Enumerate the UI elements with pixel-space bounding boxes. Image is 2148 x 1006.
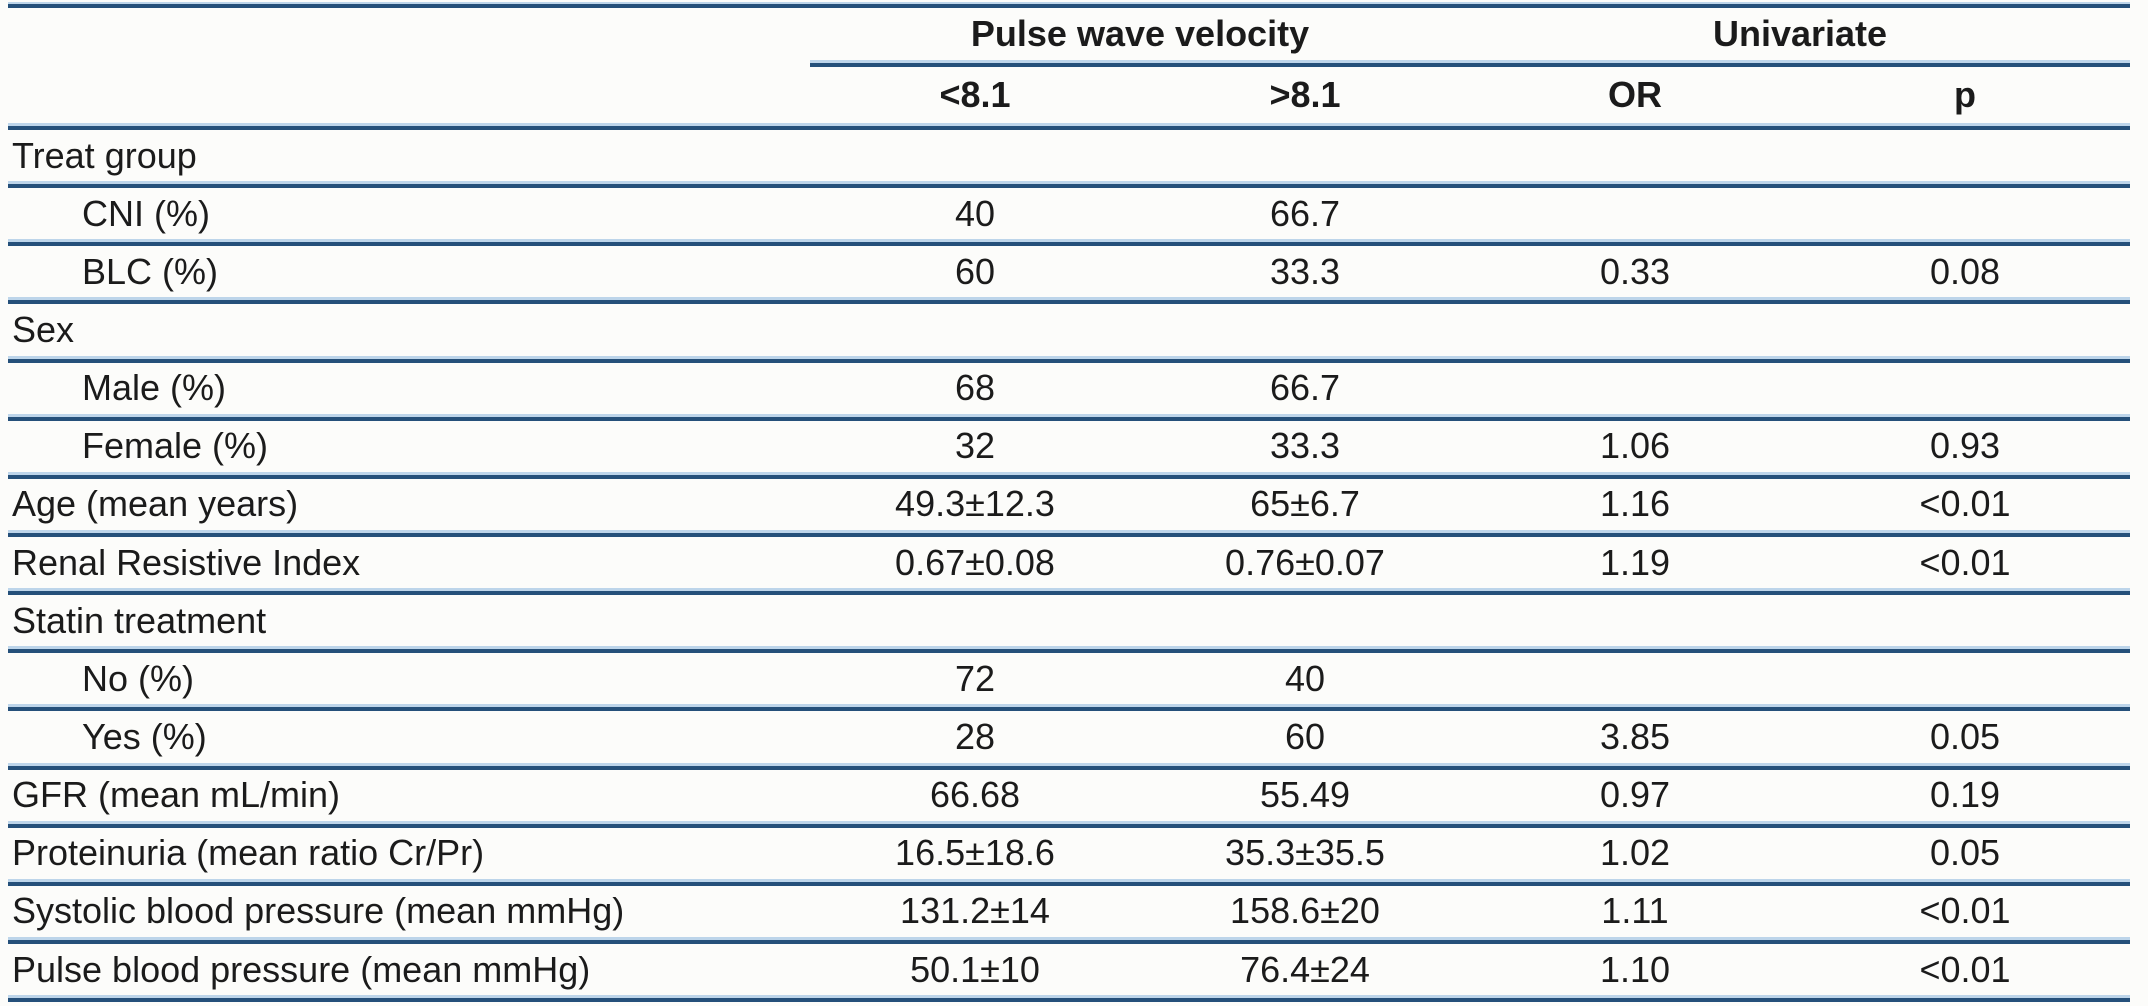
cell-pwv-gt81: 66.7 [1269,192,1341,234]
group-header-pulse-wave-velocity: Pulse wave velocity [970,13,1310,54]
group-header-underline [810,60,2130,67]
row-divider [8,936,2130,944]
row-label: Yes (%) [82,715,207,757]
row-divider [8,355,2130,363]
table-row-cni: CNI (%) 40 66.7 [0,188,2148,239]
row-label: Renal Resistive Index [12,541,361,583]
row-divider [8,239,2130,247]
cell-p: 0.93 [1929,425,2001,467]
row-divider [8,646,2130,654]
table-row-gfr: GFR (mean mL/min) 66.68 55.49 0.97 0.19 [0,770,2148,821]
row-divider [8,181,2130,189]
table-bottom-border [8,995,2130,1003]
row-divider [8,588,2130,596]
header-divider [8,123,2130,130]
row-label: GFR (mean mL/min) [12,774,341,816]
cell-p: 0.19 [1929,774,2001,816]
cell-pwv-gt81: 0.76±0.07 [1225,541,1385,583]
table-top-border [8,2,2130,8]
table-row-statin-yes: Yes (%) 28 60 3.85 0.05 [0,711,2148,762]
row-label: Proteinuria (mean ratio Cr/Pr) [12,832,485,874]
table-row-statin-treatment: Statin treatment [0,595,2148,646]
cell-pwv-gt81: 55.49 [1259,774,1351,816]
col-header-lt-8-1: <8.1 [939,74,1011,115]
cell-or: 0.97 [1599,774,1671,816]
table-row-statin-no: No (%) 72 40 [0,653,2148,704]
cell-pwv-lt81: 0.67±0.08 [895,541,1055,583]
cell-p: <0.01 [1919,948,2011,990]
table-row-age: Age (mean years) 49.3±12.3 65±6.7 1.16 <… [0,479,2148,530]
row-label: Male (%) [82,367,227,409]
cell-p: <0.01 [1919,483,2011,525]
row-label: Pulse blood pressure (mean mmHg) [12,948,591,990]
table-row-renal-resistive-index: Renal Resistive Index 0.67±0.08 0.76±0.0… [0,537,2148,588]
cell-pwv-lt81: 50.1±10 [910,948,1040,990]
group-header-univariate: Univariate [1712,13,1888,54]
cell-pwv-gt81: 66.7 [1269,367,1341,409]
row-label: No (%) [82,657,195,699]
cell-p: 0.05 [1929,715,2001,757]
table-row-systolic-bp: Systolic blood pressure (mean mmHg) 131.… [0,886,2148,937]
cell-or: 1.19 [1599,541,1671,583]
table-row-female: Female (%) 32 33.3 1.06 0.93 [0,421,2148,472]
cell-pwv-gt81: 65±6.7 [1250,483,1360,525]
cell-or: 0.33 [1599,250,1671,292]
cell-p: 0.08 [1929,250,2001,292]
row-label: Statin treatment [12,599,267,641]
cell-pwv-gt81: 40 [1284,657,1326,699]
table-row-blc: BLC (%) 60 33.3 0.33 0.08 [0,246,2148,297]
cell-pwv-gt81: 158.6±20 [1230,890,1380,932]
cell-pwv-lt81: 40 [954,192,996,234]
row-divider [8,413,2130,421]
column-header-row: <8.1 >8.1 OR p [0,67,2148,123]
cell-pwv-lt81: 131.2±14 [900,890,1050,932]
cell-p: <0.01 [1919,890,2011,932]
cell-p: 0.05 [1929,832,2001,874]
table-row-proteinuria: Proteinuria (mean ratio Cr/Pr) 16.5±18.6… [0,828,2148,879]
cell-pwv-gt81: 33.3 [1269,425,1341,467]
row-label: Treat group [12,134,197,176]
row-divider [8,704,2130,712]
cell-pwv-lt81: 72 [954,657,996,699]
row-label: BLC (%) [82,250,219,292]
col-header-gt-8-1: >8.1 [1269,74,1341,115]
cell-pwv-lt81: 16.5±18.6 [895,832,1055,874]
col-header-p: p [1954,74,1976,115]
table-row-male: Male (%) 68 66.7 [0,363,2148,414]
cell-or: 1.06 [1599,425,1671,467]
row-divider [8,297,2130,305]
cell-pwv-lt81: 32 [954,425,996,467]
cell-pwv-lt81: 49.3±12.3 [895,483,1055,525]
cell-pwv-gt81: 35.3±35.5 [1225,832,1385,874]
cell-p: <0.01 [1919,541,2011,583]
row-divider [8,878,2130,886]
row-divider [8,762,2130,770]
cell-or: 3.85 [1599,715,1671,757]
cell-or: 1.11 [1601,890,1669,932]
row-label: CNI (%) [82,192,210,234]
cell-pwv-lt81: 68 [954,367,996,409]
cell-pwv-gt81: 33.3 [1269,250,1341,292]
column-group-header-row: Pulse wave velocity Univariate [0,8,2148,60]
table-row-sex: Sex [0,304,2148,355]
row-label: Sex [12,308,75,350]
cell-or: 1.10 [1599,948,1671,990]
row-label: Systolic blood pressure (mean mmHg) [12,890,625,932]
cell-pwv-lt81: 66.68 [929,774,1021,816]
cell-or: 1.02 [1599,832,1671,874]
col-header-or: OR [1608,74,1662,115]
row-label: Female (%) [82,425,269,467]
row-divider [8,529,2130,537]
cell-or: 1.16 [1599,483,1671,525]
cell-pwv-lt81: 28 [954,715,996,757]
cell-pwv-gt81: 76.4±24 [1240,948,1370,990]
table-row-pulse-bp: Pulse blood pressure (mean mmHg) 50.1±10… [0,944,2148,995]
table-row-treat-group: Treat group [0,130,2148,181]
row-divider [8,471,2130,479]
row-divider [8,820,2130,828]
cell-pwv-gt81: 60 [1284,715,1326,757]
cell-pwv-lt81: 60 [954,250,996,292]
row-label: Age (mean years) [12,483,299,525]
